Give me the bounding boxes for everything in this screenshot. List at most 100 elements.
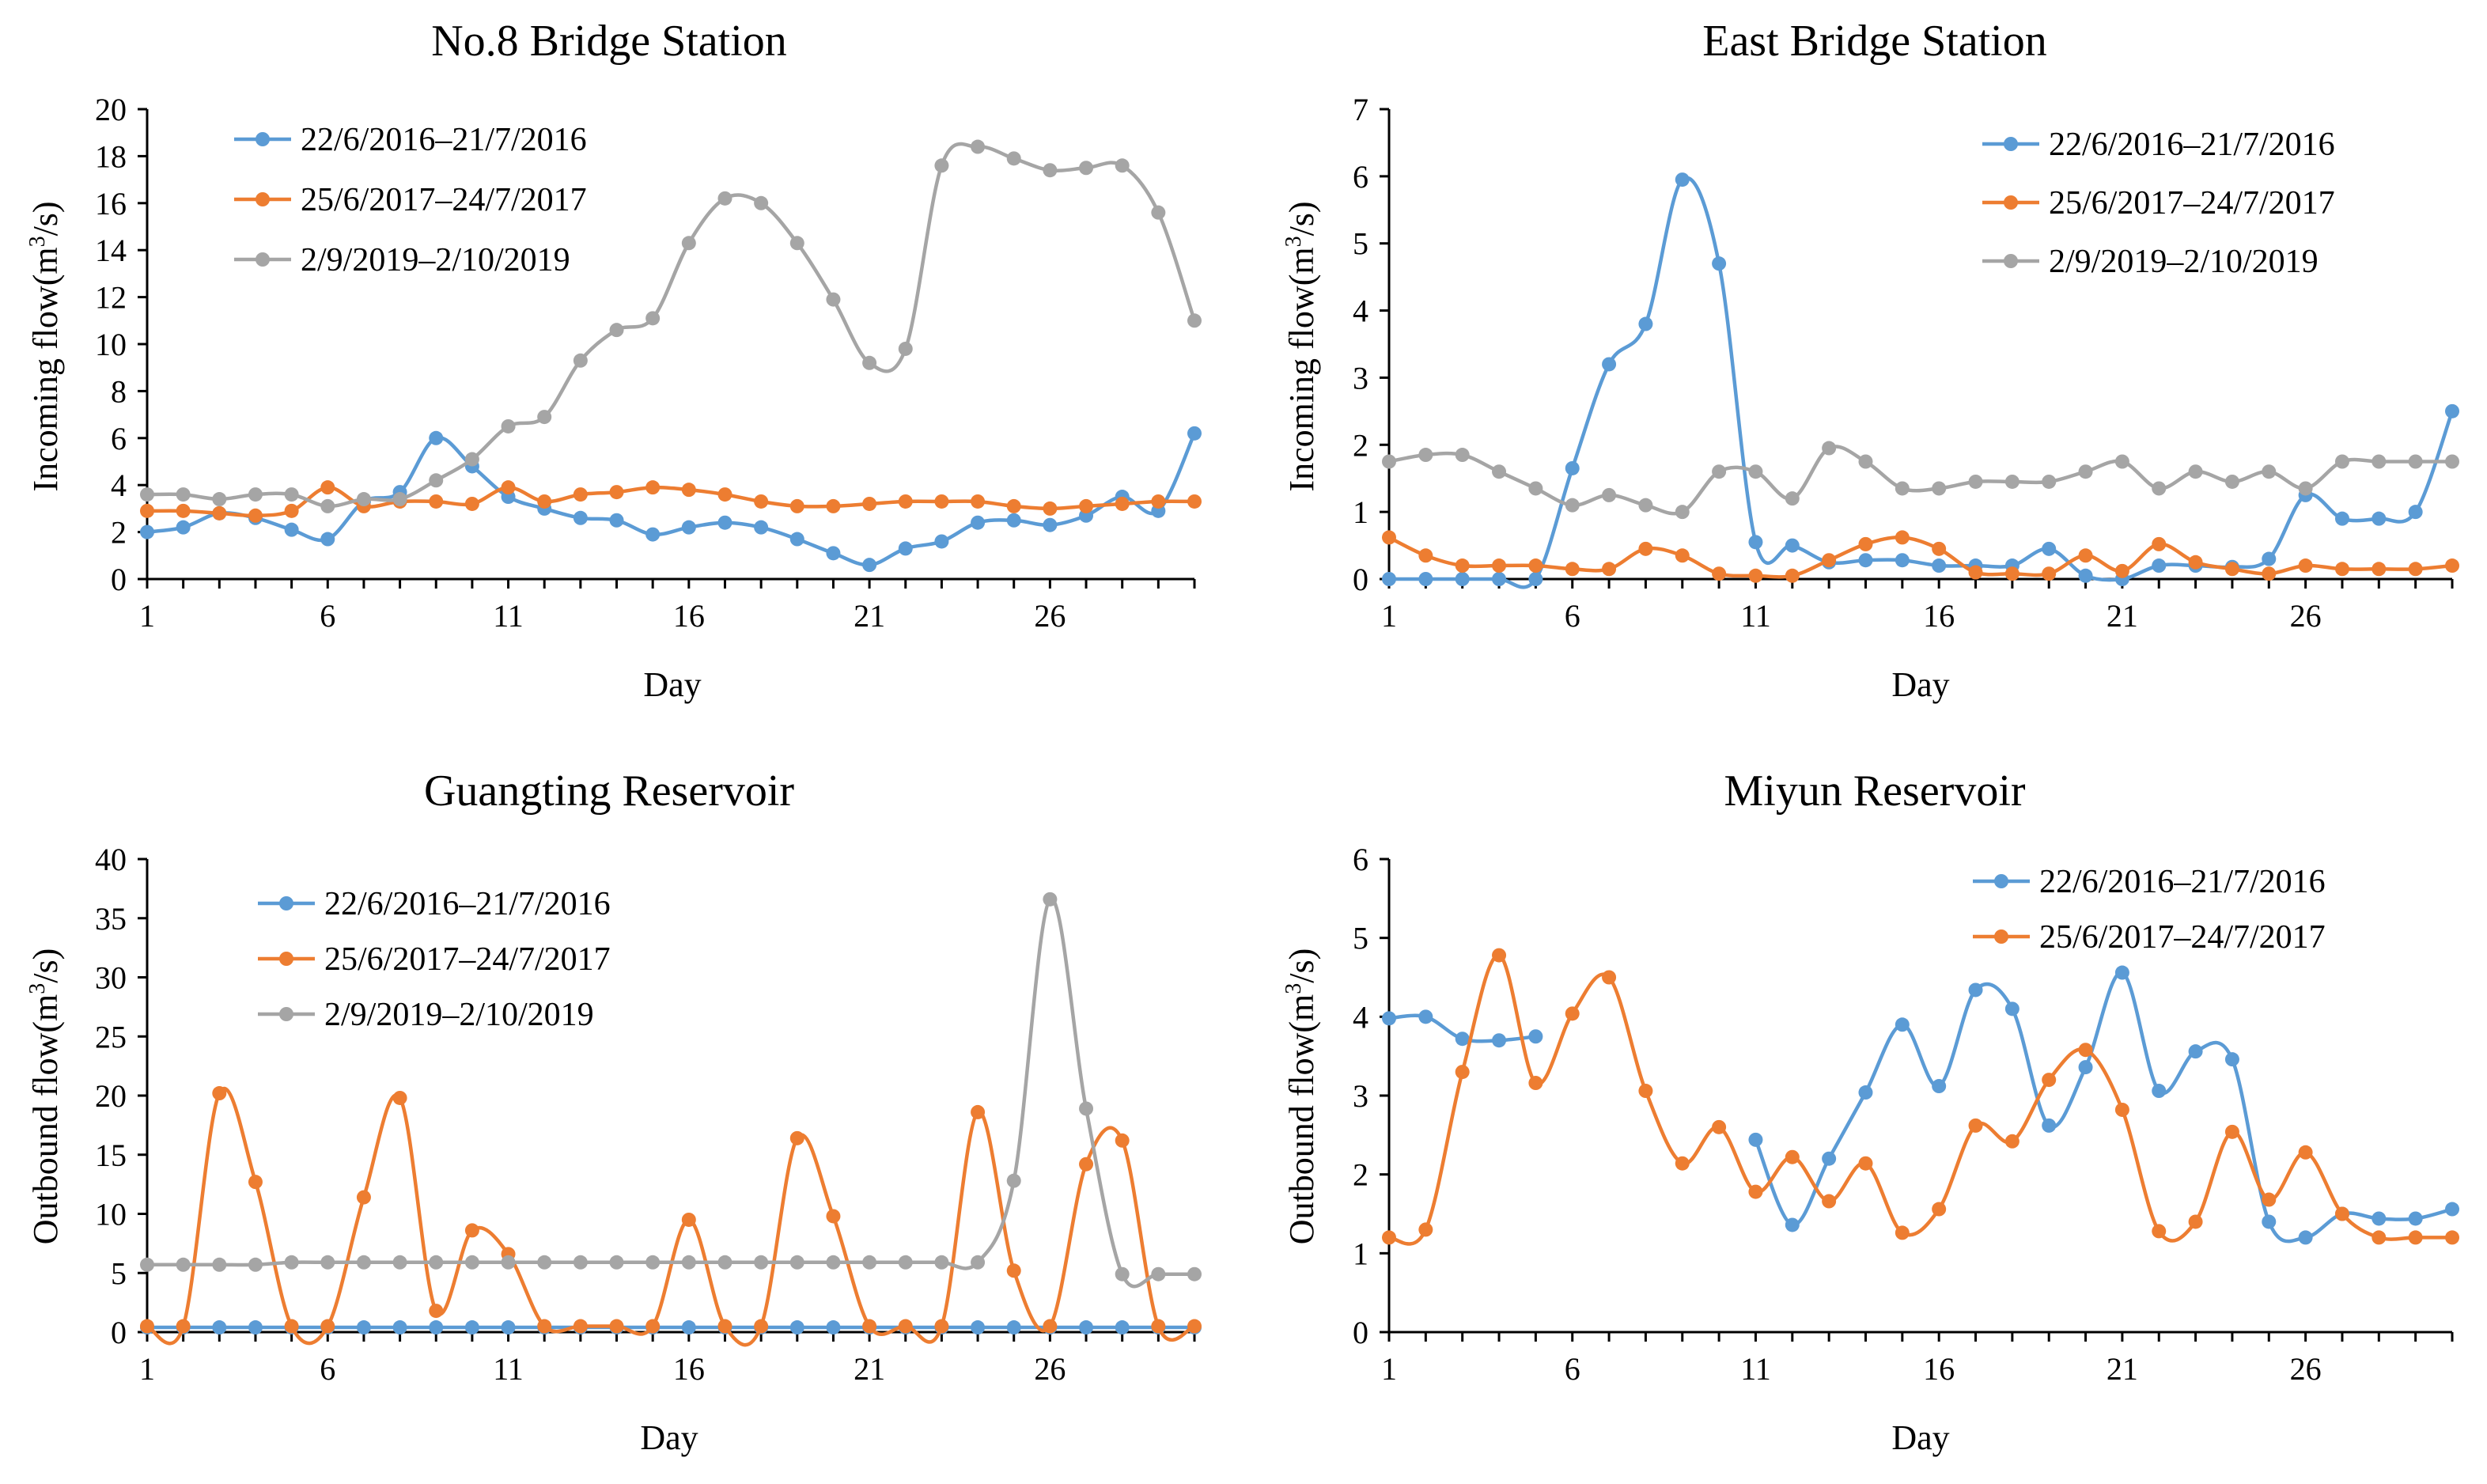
data-point — [717, 487, 732, 502]
data-point — [1043, 163, 1058, 178]
legend-label: 25/6/2017–24/7/2017 — [2039, 919, 2326, 956]
legend-entry: 25/6/2017–24/7/2017 — [1973, 919, 2326, 956]
data-point — [2188, 555, 2203, 570]
legend-label: 25/6/2017–24/7/2017 — [301, 182, 587, 218]
y-tick-label: 5 — [1353, 226, 1368, 262]
data-point — [934, 494, 949, 509]
data-point — [1043, 892, 1058, 907]
data-point — [609, 1319, 624, 1334]
data-point — [862, 558, 877, 573]
data-point — [1079, 498, 1094, 513]
x-tick-label: 1 — [139, 598, 155, 634]
data-point — [934, 158, 949, 173]
x-tick-label: 6 — [1565, 598, 1580, 634]
data-point — [176, 520, 191, 535]
data-point — [573, 1255, 588, 1270]
data-point — [176, 1319, 191, 1334]
data-point — [609, 1255, 624, 1270]
data-point — [1602, 487, 1617, 502]
data-point — [1043, 1319, 1058, 1334]
data-point — [609, 323, 624, 338]
data-point — [2042, 566, 2057, 581]
data-point — [2114, 1102, 2129, 1117]
series-3 — [1382, 441, 2459, 520]
data-point — [2188, 1214, 2203, 1229]
data-point — [1418, 448, 1433, 463]
data-point — [2042, 1073, 2057, 1088]
data-point — [754, 1255, 769, 1270]
legend-entry: 25/6/2017–24/7/2017 — [1982, 185, 2335, 221]
data-point — [1602, 970, 1617, 985]
legend-marker — [1994, 929, 2008, 944]
x-tick-label: 16 — [1923, 1351, 1955, 1387]
data-point — [284, 487, 299, 502]
data-point — [2004, 474, 2020, 489]
data-point — [2224, 474, 2239, 489]
data-point — [392, 1320, 407, 1335]
data-point — [898, 494, 913, 509]
data-point — [1151, 1319, 1166, 1334]
data-point — [1858, 553, 1873, 568]
data-point — [2298, 558, 2313, 574]
y-tick-label: 1 — [1353, 1236, 1368, 1271]
data-point — [645, 1319, 661, 1334]
data-point — [1455, 572, 1470, 586]
data-point — [1382, 1011, 1396, 1026]
data-point — [1115, 496, 1130, 511]
data-point — [1968, 1118, 1983, 1133]
data-point — [1006, 1263, 1021, 1278]
data-point — [1932, 481, 1947, 496]
data-point — [2372, 562, 2387, 577]
data-point — [320, 532, 335, 547]
data-point — [1895, 1017, 1910, 1032]
data-point — [2445, 1230, 2459, 1245]
y-axis-label-text: Incoming flow(m — [1282, 247, 1321, 491]
data-point — [2262, 464, 2277, 479]
data-point — [2372, 1230, 2387, 1245]
x-tick-label: 16 — [673, 598, 705, 634]
data-point — [754, 520, 769, 535]
data-point — [1115, 1320, 1130, 1335]
y-tick-label: 30 — [95, 960, 127, 996]
y-tick-label: 40 — [95, 842, 127, 877]
y-axis-label: Outbound flow(m3/s) — [1281, 948, 1321, 1245]
x-axis-label: Day — [643, 665, 701, 704]
y-axis-label-text: Outbound flow(m — [26, 994, 65, 1245]
data-point — [1712, 1119, 1727, 1134]
data-point — [971, 515, 986, 530]
data-point — [789, 1255, 804, 1270]
data-point — [1528, 558, 1543, 574]
data-point — [464, 1223, 479, 1238]
data-point — [140, 524, 154, 539]
data-point — [1638, 498, 1653, 513]
y-tick-label: 6 — [1353, 159, 1368, 195]
data-point — [862, 355, 877, 370]
data-point — [2188, 464, 2203, 479]
data-point — [1565, 498, 1580, 513]
x-tick-label: 6 — [320, 1351, 335, 1387]
data-point — [609, 485, 624, 500]
legend-marker — [1994, 874, 2008, 888]
y-tick-label: 0 — [111, 1315, 127, 1350]
data-point — [2078, 548, 2093, 563]
y-axis-label-superscript: 3 — [25, 236, 50, 247]
data-point — [573, 510, 588, 525]
data-point — [789, 532, 804, 547]
chart-miyun-reservoir: Miyun Reservoir Day Outbound flow(m3/s) … — [1281, 767, 2459, 1457]
y-tick-label: 3 — [1353, 360, 1368, 396]
data-point — [1748, 464, 1763, 479]
legend-entry: 22/6/2016–21/7/2016 — [234, 122, 587, 158]
data-point — [1565, 460, 1580, 475]
x-tick-label: 26 — [2290, 1351, 2322, 1387]
y-axis-label-unit: /s) — [1282, 201, 1321, 236]
data-point — [1675, 1156, 1690, 1171]
y-tick-label: 4 — [1353, 293, 1368, 329]
data-point — [1895, 1225, 1910, 1240]
data-point — [2042, 541, 2057, 556]
data-point — [2372, 511, 2387, 526]
y-tick-label: 20 — [95, 92, 127, 127]
legend-marker — [256, 192, 270, 206]
data-point — [2262, 1214, 2277, 1229]
data-point — [2408, 454, 2423, 469]
